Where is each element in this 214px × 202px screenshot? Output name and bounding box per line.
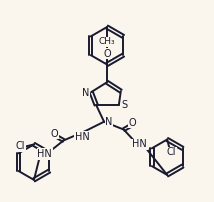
Text: Cl: Cl bbox=[166, 147, 176, 157]
Text: N: N bbox=[82, 88, 89, 98]
Text: HN: HN bbox=[132, 139, 147, 149]
Text: HN: HN bbox=[37, 149, 52, 159]
Text: O: O bbox=[51, 128, 58, 139]
Text: Cl: Cl bbox=[15, 141, 25, 151]
Text: S: S bbox=[122, 100, 128, 110]
Text: CH₃: CH₃ bbox=[99, 37, 115, 46]
Text: N: N bbox=[105, 117, 113, 127]
Text: O: O bbox=[129, 118, 137, 128]
Text: HN: HN bbox=[75, 132, 90, 142]
Text: O: O bbox=[103, 49, 111, 59]
